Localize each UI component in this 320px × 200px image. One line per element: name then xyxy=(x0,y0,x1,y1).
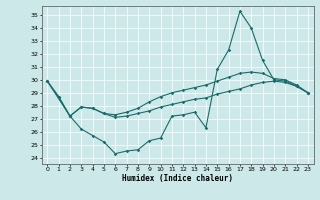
X-axis label: Humidex (Indice chaleur): Humidex (Indice chaleur) xyxy=(122,174,233,183)
